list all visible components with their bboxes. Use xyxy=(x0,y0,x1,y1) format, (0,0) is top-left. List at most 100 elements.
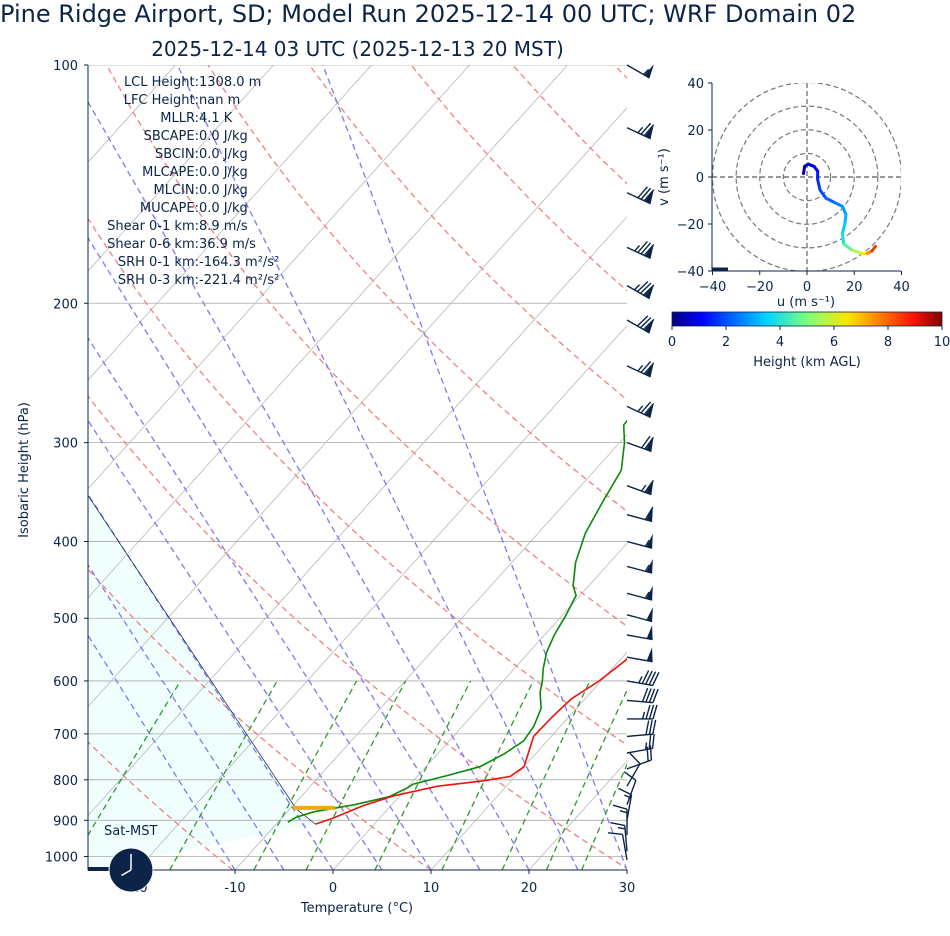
wind-barb xyxy=(626,607,653,623)
wind-barb xyxy=(626,533,653,549)
y-tick-label: 800 xyxy=(53,774,78,789)
wind-barb xyxy=(626,401,655,419)
colorbar-tick: 4 xyxy=(776,335,784,350)
parameter-value: nan m xyxy=(199,93,240,108)
parameter-label: MLCIN: xyxy=(154,183,199,198)
wind-barb xyxy=(618,787,633,821)
wind-barb xyxy=(626,241,655,260)
parameter-value: -164.3 m²/s² xyxy=(199,255,279,270)
wind-barb xyxy=(626,585,653,601)
colorbar-tick: 2 xyxy=(722,335,730,350)
parameter-label: SRH 0-3 km: xyxy=(118,273,199,288)
y-tick-label: 100 xyxy=(53,59,78,74)
parameter-value: 0.0 J/kg xyxy=(199,129,248,144)
dewpoint-line xyxy=(287,419,627,823)
wind-barb xyxy=(626,360,655,378)
parameter-value: 8.9 m/s xyxy=(199,219,248,234)
hodograph-y-tick: 20 xyxy=(687,124,704,139)
hodograph-x-tick: −20 xyxy=(746,280,773,295)
colorbar-tick: 6 xyxy=(830,335,838,350)
parameter-value: 0.0 J/kg xyxy=(199,165,248,180)
parameter-label: SBCAPE: xyxy=(144,129,199,144)
x-tick-label: 10 xyxy=(423,881,440,896)
wind-barb xyxy=(626,719,657,738)
parameter-value: 0.0 J/kg xyxy=(199,147,248,162)
hodograph-segment xyxy=(818,188,828,200)
hodograph-segment xyxy=(843,213,848,226)
parameter-value: 1308.0 m xyxy=(199,75,261,90)
x-tick-label: 0 xyxy=(329,881,337,896)
hodograph-segment xyxy=(842,242,854,252)
wind-barb xyxy=(626,558,653,574)
wind-barb xyxy=(612,804,628,836)
y-axis-ticks: 100 200 300 400 500 600 700 800 900 1000 xyxy=(45,59,88,866)
hodograph-segment xyxy=(840,231,846,246)
colorbar-label: Height (km AGL) xyxy=(753,355,861,370)
isotherm-grid xyxy=(88,65,627,870)
wind-barb xyxy=(626,479,654,496)
y-tick-label: 400 xyxy=(53,536,78,551)
wind-barbs xyxy=(607,64,660,861)
hodograph-segment xyxy=(870,244,878,253)
wind-barb xyxy=(626,647,653,663)
colorbar-tick: 10 xyxy=(934,335,950,350)
parameter-value: 4.1 K xyxy=(199,111,233,126)
colorbar-tick: 0 xyxy=(668,335,676,350)
wind-barb xyxy=(607,832,628,861)
wind-barb xyxy=(626,64,654,79)
x-tick-label: -10 xyxy=(224,881,245,896)
sat-label: Sat-MST xyxy=(104,824,157,839)
isobar-grid xyxy=(88,65,627,857)
hodograph-trace xyxy=(801,162,878,255)
y-tick-label: 700 xyxy=(53,728,78,743)
hodograph-x-tick: 40 xyxy=(893,280,910,295)
wind-barb xyxy=(623,771,637,805)
colorbar-tick: 8 xyxy=(884,335,892,350)
hodograph-x-tick: 20 xyxy=(846,280,863,295)
wind-barb xyxy=(626,186,655,205)
hodograph-y-tick: −40 xyxy=(677,265,704,280)
parcel-path xyxy=(88,494,316,825)
wind-barb xyxy=(627,704,658,720)
y-tick-label: 600 xyxy=(53,675,78,690)
hodograph-y-tick: 40 xyxy=(687,77,704,92)
hodograph: −40 −20 0 20 40 40 20 0 −20 −40 u (m s⁻¹) v (m s⁻… xyxy=(657,77,910,310)
y-axis-label: Isobaric Height (hPa) xyxy=(17,402,32,538)
temperature-line xyxy=(315,657,627,825)
parcel-shading xyxy=(88,65,627,870)
wind-barb xyxy=(626,280,655,300)
hodograph-x-tick: 0 xyxy=(803,280,811,295)
parameter-label: MUCAPE: xyxy=(140,201,199,216)
y-tick-label: 200 xyxy=(53,297,78,312)
parameter-value: 36.9 m/s xyxy=(199,237,256,252)
parameter-label: MLCAPE: xyxy=(142,165,199,180)
hodograph-segment xyxy=(850,248,863,255)
parameter-label: MLLR: xyxy=(160,111,199,126)
clock-hour-hand xyxy=(121,869,132,877)
parameter-value: 0.0 J/kg xyxy=(199,201,248,216)
parameter-label: SRH 0-1 km: xyxy=(118,255,199,270)
parameter-label: Shear 0-1 km: xyxy=(107,219,199,234)
hodograph-x-label: u (m s⁻¹) xyxy=(777,295,835,310)
wind-barb xyxy=(626,687,659,704)
dry-adiabats xyxy=(88,65,627,870)
parameter-label: SBCIN: xyxy=(155,147,199,162)
parameter-value: 0.0 J/kg xyxy=(199,183,248,198)
parameter-label: Shear 0-6 km: xyxy=(107,237,199,252)
y-tick-label: 500 xyxy=(53,612,78,627)
chart-title: Pine Ridge Airport, SD; Model Run 2025-1… xyxy=(0,0,857,28)
x-axis-label: Temperature (°C) xyxy=(300,901,413,916)
wind-barb xyxy=(626,506,654,523)
height-colorbar: 0 2 4 6 8 10 Height (km AGL) xyxy=(668,311,950,370)
chart-subtitle: 2025-12-14 03 UTC (2025-12-13 20 MST) xyxy=(151,37,564,61)
wind-barb xyxy=(626,752,641,787)
hodograph-y-label: v (m s⁻¹) xyxy=(657,148,672,206)
hodograph-segment xyxy=(816,177,822,192)
y-tick-label: 900 xyxy=(53,814,78,829)
hodograph-x-tick: −40 xyxy=(699,280,726,295)
mixing-ratio-lines xyxy=(88,680,627,870)
wind-barb xyxy=(626,670,660,687)
